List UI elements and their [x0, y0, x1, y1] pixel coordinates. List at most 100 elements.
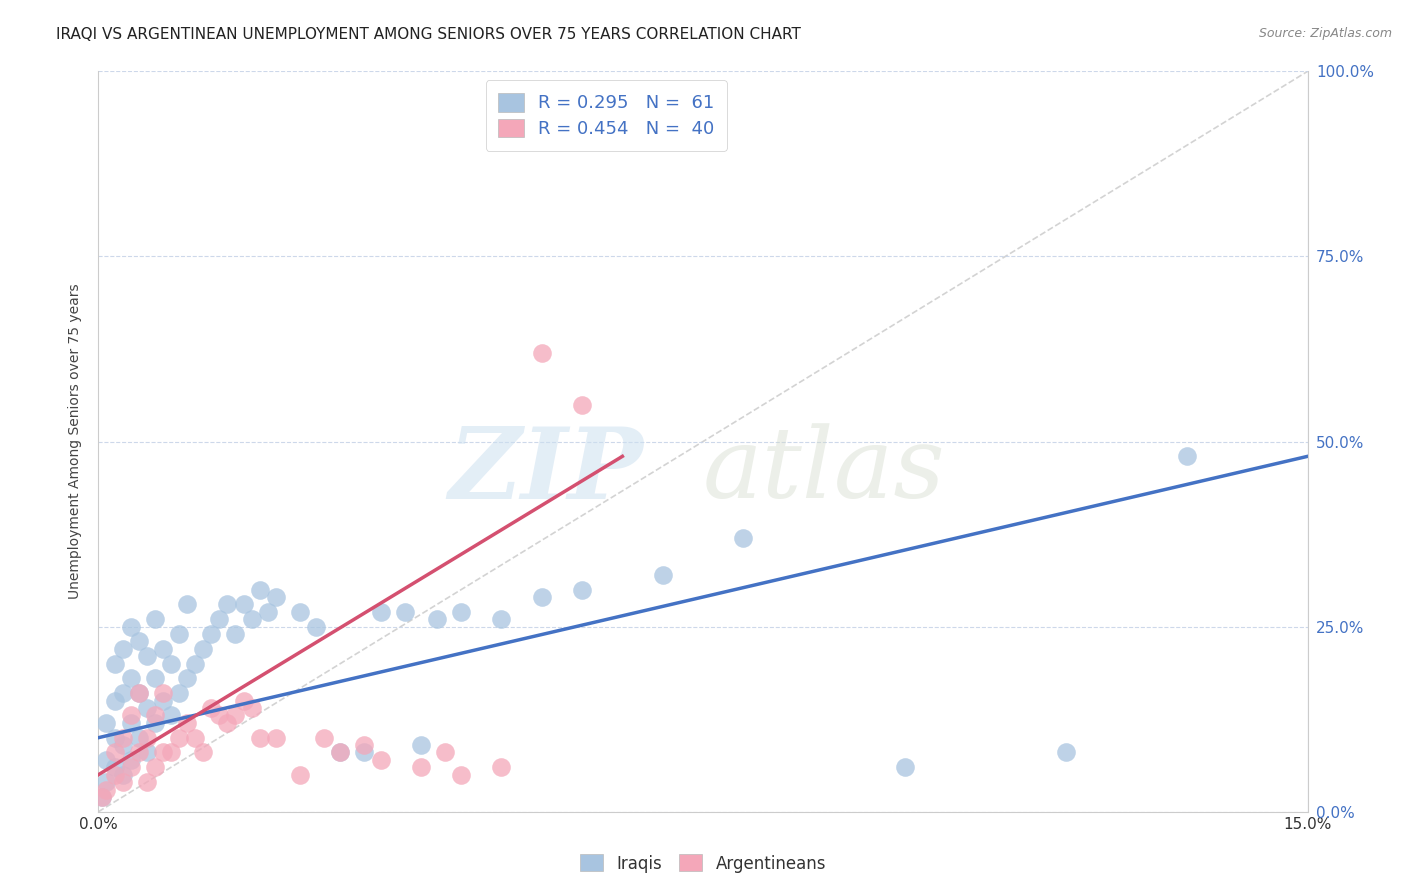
Point [240, 701, 263, 715]
Point [120, 753, 142, 767]
Point [434, 746, 457, 760]
Point [96, 782, 118, 797]
Point [1175, 450, 1198, 464]
Point [103, 694, 125, 708]
Point [143, 760, 166, 774]
Point [135, 731, 157, 745]
Point [160, 746, 183, 760]
Point [409, 760, 432, 774]
Point [314, 731, 336, 745]
Point [249, 582, 271, 597]
Point [370, 605, 392, 619]
Point [103, 657, 125, 671]
Point [135, 649, 157, 664]
Point [96, 775, 118, 789]
Point [1054, 746, 1077, 760]
Point [111, 731, 134, 745]
Point [491, 612, 513, 626]
Point [893, 760, 915, 774]
Point [288, 605, 311, 619]
Point [111, 641, 134, 656]
Legend: R = 0.295   N =  61, R = 0.454   N =  40: R = 0.295 N = 61, R = 0.454 N = 40 [485, 80, 727, 151]
Point [193, 746, 215, 760]
Point [733, 531, 755, 545]
Point [329, 746, 352, 760]
Point [128, 686, 150, 700]
Point [120, 715, 142, 730]
Point [224, 627, 246, 641]
Text: IRAQI VS ARGENTINEAN UNEMPLOYMENT AMONG SENIORS OVER 75 YEARS CORRELATION CHART: IRAQI VS ARGENTINEAN UNEMPLOYMENT AMONG … [56, 27, 801, 42]
Point [152, 694, 174, 708]
Point [409, 738, 432, 752]
Point [426, 612, 449, 626]
Point [96, 715, 118, 730]
Text: Source: ZipAtlas.com: Source: ZipAtlas.com [1258, 27, 1392, 40]
Point [111, 686, 134, 700]
Point [120, 708, 142, 723]
Point [232, 694, 254, 708]
Point [135, 701, 157, 715]
Point [143, 672, 166, 686]
Text: ZIP: ZIP [449, 423, 644, 519]
Point [217, 715, 239, 730]
Point [200, 627, 222, 641]
Point [264, 731, 287, 745]
Point [256, 605, 278, 619]
Point [217, 598, 239, 612]
Point [184, 657, 207, 671]
Point [491, 760, 513, 774]
Point [143, 708, 166, 723]
Point [135, 775, 157, 789]
Point [160, 657, 183, 671]
Point [152, 641, 174, 656]
Point [167, 686, 190, 700]
Point [353, 746, 375, 760]
Point [167, 627, 190, 641]
Point [103, 767, 125, 781]
Point [571, 582, 593, 597]
Point [394, 605, 416, 619]
Y-axis label: Unemployment Among Seniors over 75 years: Unemployment Among Seniors over 75 years [69, 284, 83, 599]
Point [111, 767, 134, 781]
Point [103, 731, 125, 745]
Point [176, 715, 198, 730]
Point [370, 753, 392, 767]
Point [193, 641, 215, 656]
Text: atlas: atlas [703, 424, 945, 519]
Legend: Iraqis, Argentineans: Iraqis, Argentineans [574, 847, 832, 880]
Point [120, 619, 142, 633]
Point [208, 708, 231, 723]
Point [450, 767, 472, 781]
Point [91, 789, 114, 804]
Point [128, 686, 150, 700]
Point [224, 708, 246, 723]
Point [91, 789, 114, 804]
Point [208, 612, 231, 626]
Point [651, 567, 673, 582]
Point [176, 598, 198, 612]
Point [200, 701, 222, 715]
Point [152, 686, 174, 700]
Point [450, 605, 472, 619]
Point [143, 715, 166, 730]
Point [288, 767, 311, 781]
Point [160, 708, 183, 723]
Point [232, 598, 254, 612]
Point [264, 590, 287, 604]
Point [128, 634, 150, 648]
Point [111, 738, 134, 752]
Point [240, 612, 263, 626]
Point [143, 612, 166, 626]
Point [111, 775, 134, 789]
Point [530, 345, 553, 359]
Point [152, 746, 174, 760]
Point [329, 746, 352, 760]
Point [176, 672, 198, 686]
Point [120, 672, 142, 686]
Point [103, 760, 125, 774]
Point [353, 738, 375, 752]
Point [128, 731, 150, 745]
Point [305, 619, 328, 633]
Point [96, 753, 118, 767]
Point [249, 731, 271, 745]
